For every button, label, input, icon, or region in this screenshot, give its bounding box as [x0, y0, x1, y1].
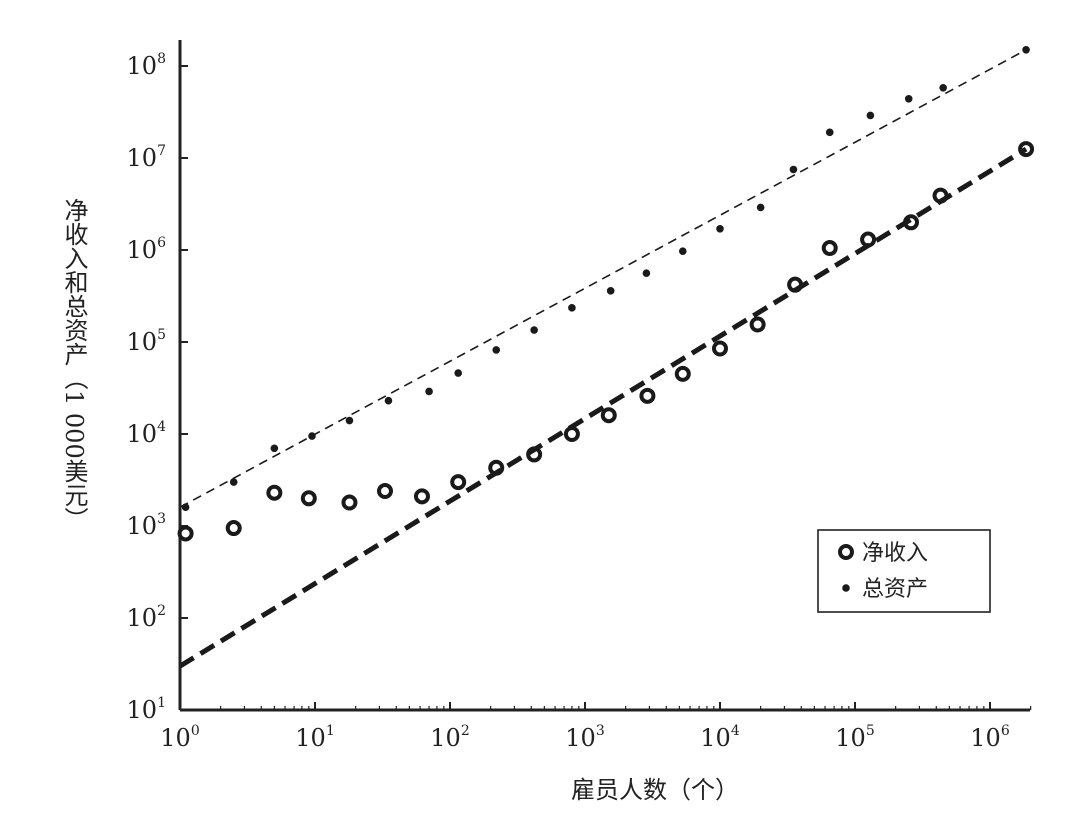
y-axis-label: 净收入和总资产（1 000美元）: [60, 198, 88, 531]
y-tick-label: 106: [127, 235, 167, 264]
net-income-point: [932, 187, 949, 204]
x-tick-label: 105: [835, 723, 874, 752]
total-assets-point: [642, 269, 651, 277]
net-income-point: [488, 459, 505, 476]
y-tick-label: 105: [127, 327, 166, 356]
total-assets-point: [384, 396, 393, 405]
total-assets-point: [756, 203, 765, 212]
net-income-point: [177, 525, 194, 542]
net-income-point: [376, 483, 393, 500]
legend-box: [817, 529, 991, 613]
net-income-point: [450, 474, 467, 491]
total-assets-point: [716, 224, 724, 233]
net-income-point: [639, 387, 656, 404]
axes: [178, 40, 1030, 712]
legend-label-total-assets: 总资产: [862, 577, 928, 602]
total-assets-point: [530, 326, 538, 334]
total-assets-point: [229, 478, 238, 486]
y-tick-label: 108: [127, 51, 166, 80]
net-income-point: [266, 484, 283, 501]
x-tick-label: 100: [160, 723, 199, 752]
x-tick-label: 101: [295, 723, 334, 752]
total-assets-point: [678, 247, 687, 256]
net-income-point: [225, 520, 242, 537]
total-assets-point: [345, 416, 354, 425]
y-tick-label: 104: [127, 419, 167, 448]
y-tick-label: 103: [127, 511, 166, 540]
legend-marker-total-assets: [842, 584, 850, 592]
ticks: 100 101 102 103 104 105 1061011021031041051061…: [127, 51, 1032, 752]
total-assets-point: [425, 387, 433, 396]
total-assets-point: [866, 111, 875, 120]
total-assets-point: [939, 83, 947, 92]
y-tick-label: 102: [127, 603, 166, 632]
total-assets-point: [492, 346, 501, 354]
x-tick-label: 102: [430, 723, 469, 752]
x-axis-label: 雇员人数（个）: [571, 776, 739, 804]
net-income-point: [600, 407, 617, 424]
total-assets-point: [789, 165, 798, 174]
total-assets-point: [1022, 45, 1030, 54]
y-tick-label: 107: [127, 143, 166, 172]
total-assets-point: [568, 304, 576, 312]
net-income-point: [674, 365, 691, 382]
total-assets-point: [270, 444, 279, 453]
fit-lines: [178, 49, 1028, 669]
net-income-point: [860, 231, 877, 248]
legend: 净收入 总资产: [817, 529, 991, 613]
net-income-point: [300, 490, 317, 507]
y-tick-label: 101: [127, 695, 166, 724]
data-points: [177, 45, 1035, 542]
net-income-point: [712, 340, 728, 357]
net-income-point: [749, 316, 766, 333]
legend-marker-net-income: [838, 544, 854, 560]
fit-line-total-assets: [179, 49, 1027, 508]
net-income-point: [526, 446, 543, 463]
total-assets-point: [181, 503, 190, 512]
net-income-point: [787, 276, 804, 293]
total-assets-point: [825, 128, 834, 137]
fit-line-net-income: [178, 146, 1028, 669]
total-assets-point: [308, 432, 316, 440]
net-income-point: [1018, 141, 1035, 158]
total-assets-point: [454, 369, 462, 377]
legend-label-net-income: 净收入: [862, 541, 928, 566]
x-tick-label: 104: [700, 723, 740, 752]
net-income-point: [413, 488, 430, 505]
net-income-point: [903, 214, 920, 231]
net-income-point: [341, 494, 358, 511]
x-tick-label: 106: [970, 723, 1010, 752]
total-assets-point: [606, 287, 615, 295]
total-assets-point: [904, 95, 913, 103]
x-tick-label: 103: [565, 723, 604, 752]
net-income-point: [821, 240, 838, 257]
net-income-point: [563, 426, 580, 442]
